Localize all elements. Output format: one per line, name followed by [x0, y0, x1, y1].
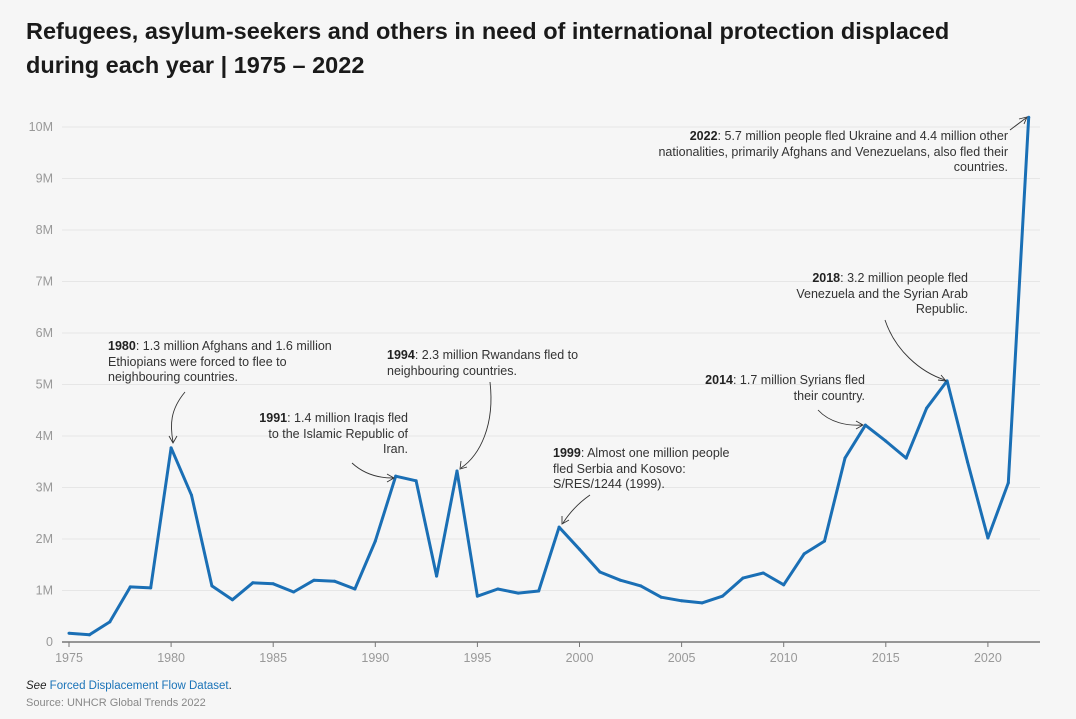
- data-point: [271, 582, 275, 586]
- annotation-arrows: [168, 116, 1028, 525]
- data-point: [639, 584, 643, 588]
- data-point: [925, 406, 929, 410]
- x-tick-label: 1975: [55, 651, 83, 665]
- data-point: [659, 595, 663, 599]
- y-tick-label: 9M: [36, 172, 53, 186]
- x-tick-label: 1985: [259, 651, 287, 665]
- data-point: [945, 379, 949, 383]
- arrow-1994: [460, 381, 492, 469]
- annotation-1994: 1994: 2.3 million Rwandans fled to neigh…: [387, 348, 579, 378]
- data-point: [292, 590, 296, 594]
- data-point: [230, 598, 234, 602]
- x-tick-label: 2015: [872, 651, 900, 665]
- data-point: [598, 570, 602, 574]
- data-point: [618, 578, 622, 582]
- x-tick-label: 2010: [770, 651, 798, 665]
- data-point: [1027, 115, 1031, 119]
- data-point: [516, 591, 520, 595]
- data-point: [557, 525, 561, 529]
- arrow-2018: [884, 319, 946, 381]
- data-point: [700, 601, 704, 605]
- y-tick-label: 3M: [36, 481, 53, 495]
- data-point: [435, 574, 439, 578]
- annotation-1991: 1991: 1.4 million Iraqis fled to the Isl…: [259, 411, 408, 456]
- source-note: Source: UNHCR Global Trends 2022: [26, 697, 206, 709]
- y-tick-label: 0: [46, 635, 53, 649]
- data-point: [128, 585, 132, 589]
- y-tick-label: 4M: [36, 429, 53, 443]
- x-tick-label: 2005: [668, 651, 696, 665]
- y-tick-label: 2M: [36, 532, 53, 546]
- x-tick-label: 2020: [974, 651, 1002, 665]
- annotation-2018: 2018: 3.2 million people fled Venezuela …: [796, 271, 968, 316]
- data-point: [108, 620, 112, 624]
- y-tick-label: 5M: [36, 378, 53, 392]
- annotation-1999: 1999: Almost one million people fled Ser…: [553, 446, 730, 491]
- data-point: [251, 581, 255, 585]
- data-point: [190, 493, 194, 497]
- arrow-1999: [562, 494, 591, 524]
- annotation-1980: 1980: 1.3 million Afghans and 1.6 millio…: [108, 339, 332, 384]
- data-point: [802, 552, 806, 556]
- data-point: [67, 631, 71, 635]
- data-point: [373, 539, 377, 543]
- data-point: [537, 589, 541, 593]
- data-point: [475, 594, 479, 598]
- x-tick-label: 1990: [361, 651, 389, 665]
- x-tick-label: 1980: [157, 651, 185, 665]
- data-point: [496, 587, 500, 591]
- x-tick-label: 1995: [463, 651, 491, 665]
- data-point: [353, 587, 357, 591]
- data-point: [1006, 481, 1010, 485]
- y-tick-label: 7M: [36, 275, 53, 289]
- series-line: [68, 117, 1031, 637]
- data-point: [414, 479, 418, 483]
- annotation-2022: 2022: 5.7 million people fled Ukraine an…: [658, 129, 1008, 174]
- data-point: [863, 423, 867, 427]
- data-point: [210, 584, 214, 588]
- data-point: [965, 460, 969, 464]
- data-point: [578, 547, 581, 551]
- annotation-2014: 2014: 1.7 million Syrians fled their cou…: [705, 373, 865, 403]
- y-tick-label: 1M: [36, 584, 53, 598]
- data-point: [87, 633, 91, 637]
- data-point: [312, 578, 316, 582]
- data-point: [741, 576, 745, 580]
- data-point: [169, 446, 173, 450]
- arrow-2014: [817, 409, 863, 426]
- arrow-1991: [351, 462, 394, 479]
- data-point: [884, 439, 888, 443]
- data-point: [986, 536, 990, 540]
- data-point: [782, 583, 786, 587]
- data-point: [843, 456, 847, 460]
- y-tick-label: 6M: [36, 326, 53, 340]
- data-point: [394, 474, 398, 478]
- chart-title: Refugees, asylum-seekers and others in n…: [26, 18, 950, 78]
- data-point: [904, 456, 908, 460]
- arrow-2022: [1009, 117, 1027, 131]
- data-point: [455, 469, 459, 473]
- data-point: [149, 586, 153, 590]
- y-tick-label: 8M: [36, 223, 53, 237]
- x-tick-label: 2000: [566, 651, 594, 665]
- data-point: [332, 579, 336, 583]
- y-tick-label: 10M: [29, 120, 53, 134]
- data-point: [761, 571, 765, 575]
- data-point: [680, 599, 684, 603]
- footer-note: See Forced Displacement Flow Dataset.: [26, 680, 232, 692]
- data-point: [823, 539, 827, 543]
- dataset-link[interactable]: Forced Displacement Flow Dataset: [49, 680, 229, 692]
- data-point: [720, 594, 724, 598]
- arrow-1980: [171, 391, 186, 443]
